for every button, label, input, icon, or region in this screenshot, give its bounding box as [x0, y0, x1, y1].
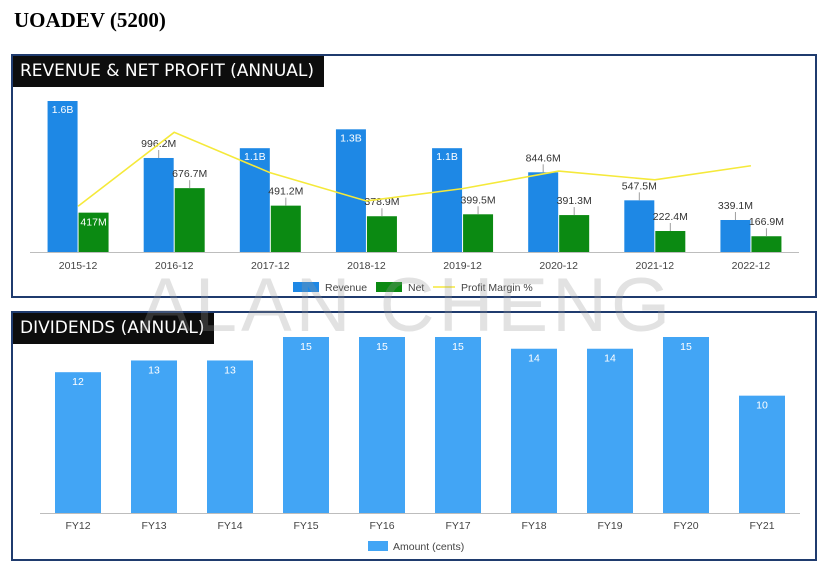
revenue-bar: [720, 219, 751, 252]
dividend-bar: [587, 348, 633, 513]
legend-label: Profit Margin %: [461, 282, 533, 294]
legend-label: Net: [408, 282, 424, 294]
net-data-label: 399.5M: [461, 194, 496, 206]
net-bar: [751, 236, 782, 252]
revenue-data-label: 1.6B: [52, 104, 74, 116]
net-bar: [270, 205, 301, 252]
revenue-data-label: 844.6M: [526, 152, 561, 164]
dividend-data-label: 15: [452, 341, 464, 353]
revenue-bar: [335, 129, 366, 252]
dividends-panel: DIVIDENDS (ANNUAL) 12 FY12 13 FY13 13 FY14 15 F…: [11, 311, 817, 561]
revenue-panel-header: REVENUE & NET PROFIT (ANNUAL): [13, 56, 325, 87]
net-data-label: 391.3M: [557, 195, 592, 207]
revenue-net-profit-panel: REVENUE & NET PROFIT (ANNUAL) 1.6B 417M 20…: [11, 54, 817, 298]
revenue-data-label: 1.1B: [244, 151, 266, 163]
x-tick-label: 2018-12: [347, 260, 386, 272]
x-tick-label: 2017-12: [251, 260, 290, 272]
legend-swatch: [376, 282, 402, 292]
net-data-label: 491.2M: [268, 186, 303, 198]
x-tick-label: FY19: [597, 520, 622, 532]
net-bar: [463, 214, 494, 252]
x-tick-label: FY15: [293, 520, 318, 532]
legend-label: Amount (cents): [393, 541, 464, 553]
net-bar: [78, 212, 109, 252]
x-tick-label: FY21: [749, 520, 774, 532]
dividend-data-label: 15: [376, 341, 388, 353]
dividend-bar: [663, 337, 709, 513]
net-data-label: 676.7M: [172, 168, 207, 180]
revenue-net-profit-chart: 1.6B417M2015-12996.2M676.7M2016-121.1B49…: [30, 101, 799, 294]
profit-margin-line: [77, 131, 752, 207]
dividend-data-label: 14: [604, 353, 616, 365]
dividend-data-label: 12: [72, 376, 84, 388]
dividend-bar: [359, 337, 405, 513]
net-bar: [366, 216, 397, 252]
legend-swatch: [368, 541, 388, 551]
dividend-data-label: 13: [224, 364, 236, 376]
dividend-data-label: 14: [528, 353, 540, 365]
x-tick-label: FY17: [445, 520, 470, 532]
dividend-bar: [207, 360, 253, 513]
x-tick-label: 2019-12: [443, 260, 482, 272]
x-tick-label: FY13: [141, 520, 166, 532]
net-data-label: 417M: [80, 217, 106, 229]
x-tick-label: 2021-12: [636, 260, 675, 272]
net-data-label: 166.9M: [749, 216, 784, 228]
revenue-data-label: 1.3B: [340, 132, 362, 144]
net-bar: [559, 215, 590, 252]
dividend-bar: [739, 395, 785, 513]
x-tick-label: 2015-12: [59, 260, 98, 272]
revenue-bar: [624, 200, 655, 252]
dividend-bar: [511, 348, 557, 513]
dividend-data-label: 15: [680, 341, 692, 353]
revenue-bar: [239, 148, 270, 252]
revenue-data-label: 1.1B: [436, 151, 458, 163]
dividends-panel-header: DIVIDENDS (ANNUAL): [13, 313, 215, 344]
legend-swatch: [293, 282, 319, 292]
x-tick-label: 2020-12: [539, 260, 578, 272]
dividend-data-label: 10: [756, 400, 768, 412]
dividends-chart: 12 FY12 13 FY13 13 FY14 15 FY15 15 FY16 15 FY17 14 FY…: [40, 337, 800, 553]
x-tick-label: FY14: [217, 520, 242, 532]
revenue-bar: [47, 101, 78, 252]
dividend-bar: [131, 360, 177, 513]
x-tick-label: FY18: [521, 520, 546, 532]
legend-label: Revenue: [325, 282, 367, 294]
net-data-label: 222.4M: [653, 211, 688, 223]
revenue-bar: [432, 148, 463, 252]
net-data-label: 378.9M: [364, 196, 399, 208]
revenue-bar: [143, 157, 174, 252]
revenue-data-label: 339.1M: [718, 200, 753, 212]
dividend-data-label: 13: [148, 364, 160, 376]
x-tick-label: FY16: [369, 520, 394, 532]
x-tick-label: 2022-12: [732, 260, 771, 272]
net-bar: [174, 188, 205, 252]
x-tick-label: FY12: [65, 520, 90, 532]
revenue-bar: [528, 172, 559, 252]
revenue-data-label: 547.5M: [622, 180, 657, 192]
page-title: UOADEV (5200): [14, 8, 166, 32]
dividend-bar: [55, 372, 101, 513]
x-tick-label: 2016-12: [155, 260, 194, 272]
dividend-bar: [283, 337, 329, 513]
x-tick-label: FY20: [673, 520, 698, 532]
dividend-data-label: 15: [300, 341, 312, 353]
net-bar: [655, 231, 686, 252]
dividend-bar: [435, 337, 481, 513]
